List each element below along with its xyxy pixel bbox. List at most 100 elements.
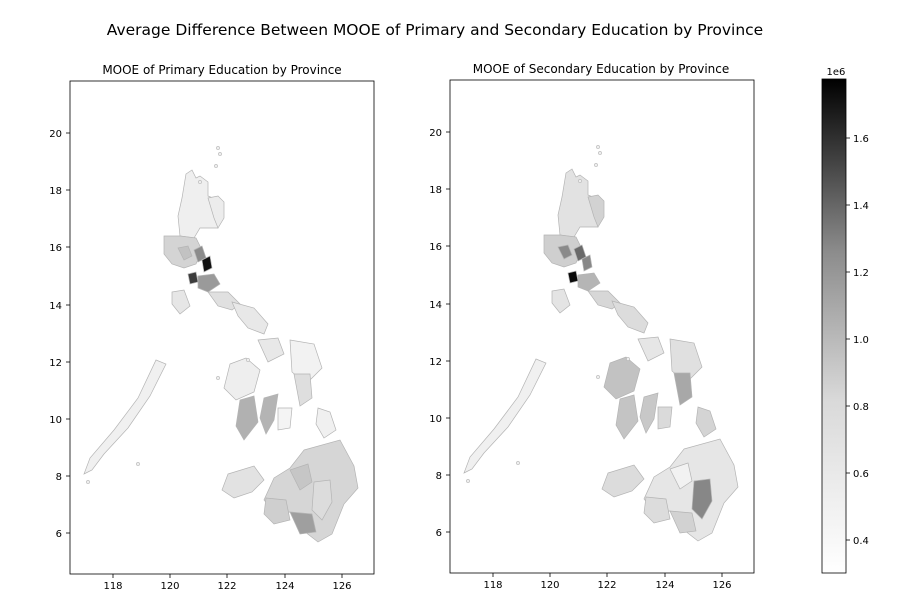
x-tick: 126 — [712, 573, 732, 591]
y-tick-label: 14 — [49, 301, 62, 312]
y-tick: 18 — [49, 186, 70, 197]
x-tick: 118 — [103, 574, 123, 592]
y-tick: 12 — [429, 357, 450, 368]
colorbar-tick: 0.8 — [846, 402, 869, 413]
y-tick-label: 8 — [436, 471, 442, 482]
province-shape — [577, 272, 601, 292]
y-tick-label: 20 — [429, 128, 442, 139]
province-shape — [263, 439, 359, 543]
y-tick: 14 — [49, 301, 70, 312]
figure-title: Average Difference Between MOOE of Prima… — [107, 21, 763, 39]
province-shape — [639, 392, 659, 434]
islet-shape — [596, 145, 600, 149]
islet-shape — [136, 462, 140, 466]
y-tick: 8 — [436, 471, 450, 482]
islet-shape — [516, 461, 520, 465]
y-tick: 14 — [429, 300, 450, 311]
islet-shape — [596, 375, 600, 379]
province-shape — [669, 510, 697, 534]
province-shape — [207, 195, 225, 229]
islet-shape — [594, 163, 598, 167]
province-shape — [615, 394, 639, 440]
map-primary-landmass — [83, 146, 359, 543]
map-primary-x-ticks: 118 120 122 124 126 — [103, 574, 352, 592]
map-primary-frame — [69, 80, 375, 575]
colorbar-tick: 1.0 — [846, 335, 869, 346]
province-shape — [311, 479, 333, 521]
x-tick: 120 — [540, 573, 560, 591]
province-shape — [669, 462, 693, 490]
province-shape — [673, 372, 693, 406]
province-shape — [293, 373, 313, 407]
y-tick: 20 — [429, 128, 450, 139]
map-primary: MOOE of Primary Education by Province 11… — [49, 63, 375, 592]
province-shape — [611, 300, 649, 334]
x-tick-label: 118 — [483, 580, 502, 591]
colorbar-tick-label: 1.4 — [853, 201, 869, 212]
province-shape — [201, 255, 213, 273]
x-tick: 120 — [160, 574, 180, 592]
province-shape — [235, 395, 259, 441]
colorbar-tick: 0.6 — [846, 469, 869, 480]
province-shape — [177, 245, 193, 261]
y-tick: 6 — [56, 529, 70, 540]
map-primary-title: MOOE of Primary Education by Province — [102, 63, 341, 77]
colorbar-tick-label: 0.8 — [853, 402, 869, 413]
y-tick: 12 — [49, 358, 70, 369]
y-tick: 16 — [49, 243, 70, 254]
province-shape — [315, 407, 337, 439]
province-shape — [551, 288, 571, 314]
province-shape — [277, 407, 293, 431]
y-tick-label: 16 — [429, 242, 442, 253]
colorbar-ticks: 0.4 0.6 0.8 1.0 1.2 1.4 1.6 — [846, 134, 869, 547]
y-tick: 16 — [429, 242, 450, 253]
province-shape — [581, 254, 593, 272]
province-shape — [463, 358, 547, 474]
province-shape — [557, 244, 573, 260]
province-shape — [691, 478, 713, 520]
islet-shape — [598, 151, 602, 155]
x-tick: 122 — [217, 574, 237, 592]
map-secondary-x-ticks: 118 120 122 124 126 — [483, 573, 732, 591]
province-shape — [223, 357, 261, 401]
province-shape — [567, 270, 579, 284]
y-tick: 6 — [436, 528, 450, 539]
x-tick: 124 — [655, 573, 675, 591]
y-tick-label: 6 — [436, 528, 442, 539]
y-tick-label: 14 — [429, 300, 442, 311]
map-secondary: MOOE of Secondary Education by Province … — [429, 62, 755, 591]
map-secondary-y-ticks: 6 8 10 12 14 16 18 20 — [429, 128, 450, 539]
y-tick-label: 6 — [56, 529, 62, 540]
map-secondary-landmass — [463, 145, 739, 542]
province-shape — [221, 465, 265, 499]
x-tick-label: 126 — [712, 580, 731, 591]
y-tick-label: 8 — [56, 472, 62, 483]
islet-shape — [578, 179, 582, 183]
y-tick-label: 18 — [49, 186, 62, 197]
islet-shape — [86, 480, 90, 484]
y-tick: 18 — [429, 185, 450, 196]
y-tick-label: 12 — [49, 358, 62, 369]
y-tick: 10 — [429, 414, 450, 425]
y-tick-label: 10 — [429, 414, 442, 425]
x-tick-label: 118 — [103, 581, 122, 592]
colorbar: 1e6 0.4 0.6 0.8 1.0 1.2 1.4 1.6 — [821, 67, 869, 574]
province-shape — [669, 338, 703, 384]
province-shape — [289, 463, 313, 491]
province-shape — [171, 289, 191, 315]
islet-shape — [246, 358, 250, 362]
x-tick-label: 120 — [540, 580, 559, 591]
colorbar-tick: 1.6 — [846, 134, 869, 145]
y-tick-label: 12 — [429, 357, 442, 368]
x-tick: 118 — [483, 573, 503, 591]
colorbar-tick-label: 1.0 — [853, 335, 869, 346]
islet-shape — [466, 479, 470, 483]
colorbar-tick-label: 1.2 — [853, 268, 869, 279]
y-tick-label: 18 — [429, 185, 442, 196]
province-shape — [601, 464, 645, 498]
y-tick: 10 — [49, 415, 70, 426]
colorbar-tick: 0.4 — [846, 536, 869, 547]
islet-shape — [626, 357, 630, 361]
province-shape — [603, 356, 641, 400]
